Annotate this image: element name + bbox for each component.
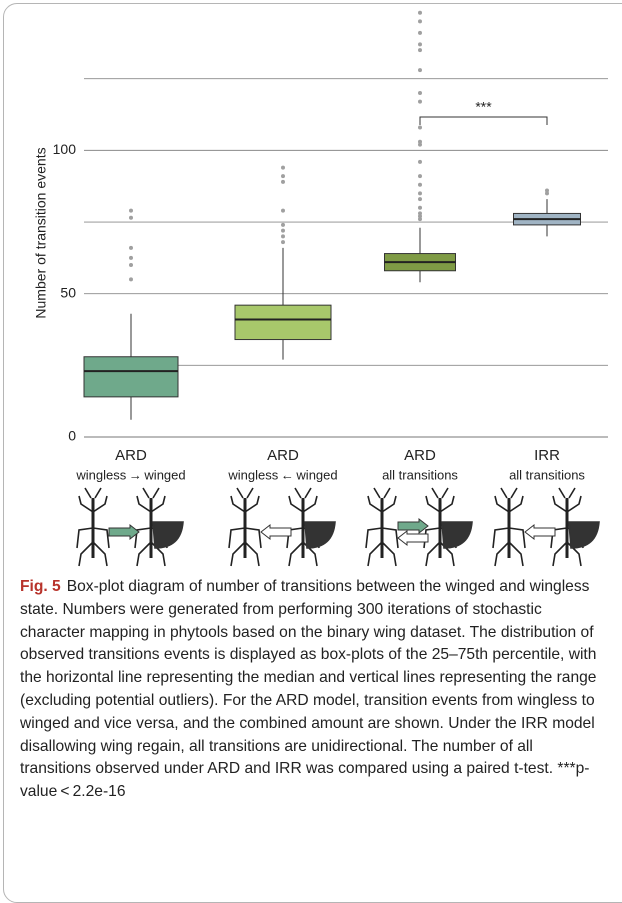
transition-arrow: [109, 525, 139, 539]
insect-icon: [551, 488, 599, 566]
outlier: [418, 48, 422, 52]
outlier: [418, 191, 422, 195]
insect-wing: [153, 522, 183, 548]
outlier: [281, 166, 285, 170]
category-sublabel: wingless ← winged: [227, 467, 337, 482]
outlier: [418, 100, 422, 104]
insect-icon: [77, 488, 109, 566]
outlier: [129, 246, 133, 250]
annotation: ***: [475, 99, 492, 115]
insect-icon: [424, 488, 472, 566]
insect-icon: [493, 488, 525, 566]
insect-icon: [135, 488, 183, 566]
caption-label: Fig. 5: [20, 578, 61, 595]
outlier: [545, 189, 549, 193]
outlier: [418, 197, 422, 201]
insect-wing: [569, 522, 599, 548]
insect-icon: [287, 488, 335, 566]
outlier: [418, 140, 422, 144]
outlier: [418, 160, 422, 164]
outlier: [418, 174, 422, 178]
outlier: [418, 19, 422, 23]
outlier: [418, 125, 422, 129]
outlier: [418, 68, 422, 72]
outlier: [129, 209, 133, 213]
outlier: [281, 234, 285, 238]
y-tick-label: 50: [60, 284, 76, 300]
outlier: [418, 11, 422, 15]
transition-arrow: [398, 531, 428, 545]
outlier: [418, 211, 422, 215]
insect-icon: [229, 488, 261, 566]
outlier: [418, 31, 422, 35]
y-tick-label: 100: [53, 141, 77, 157]
outlier: [129, 277, 133, 281]
category-sublabel: all transitions: [509, 467, 585, 482]
insect-icon: [366, 488, 398, 566]
outlier: [129, 263, 133, 267]
category-label: IRR: [534, 447, 560, 464]
outlier: [418, 183, 422, 187]
insect-wing: [305, 522, 335, 548]
outlier: [281, 209, 285, 213]
caption-text: Box-plot diagram of number of transition…: [20, 578, 596, 800]
category-label: ARD: [404, 447, 436, 464]
outlier: [418, 206, 422, 210]
outlier: [281, 240, 285, 244]
outlier: [281, 180, 285, 184]
transition-arrow: [261, 525, 291, 539]
category-label: ARD: [267, 447, 299, 464]
bracket: [420, 117, 547, 125]
y-tick-label: 0: [68, 428, 76, 444]
chart: Number of transition events 0 50 100 ARD win…: [0, 0, 622, 575]
y-axis-label: Number of transition events: [33, 147, 49, 318]
category-label: ARD: [115, 447, 147, 464]
category-sublabel: wingless → winged: [75, 467, 185, 482]
box: [235, 305, 331, 339]
outlier: [281, 229, 285, 233]
box: [84, 357, 178, 397]
outlier: [418, 42, 422, 46]
outlier: [281, 223, 285, 227]
outlier: [129, 256, 133, 260]
outlier: [129, 216, 133, 220]
category-sublabel: all transitions: [382, 467, 458, 482]
outlier: [281, 174, 285, 178]
insect-wing: [442, 522, 472, 548]
outlier: [418, 91, 422, 95]
transition-arrow: [525, 525, 555, 539]
transition-arrow: [398, 519, 428, 533]
